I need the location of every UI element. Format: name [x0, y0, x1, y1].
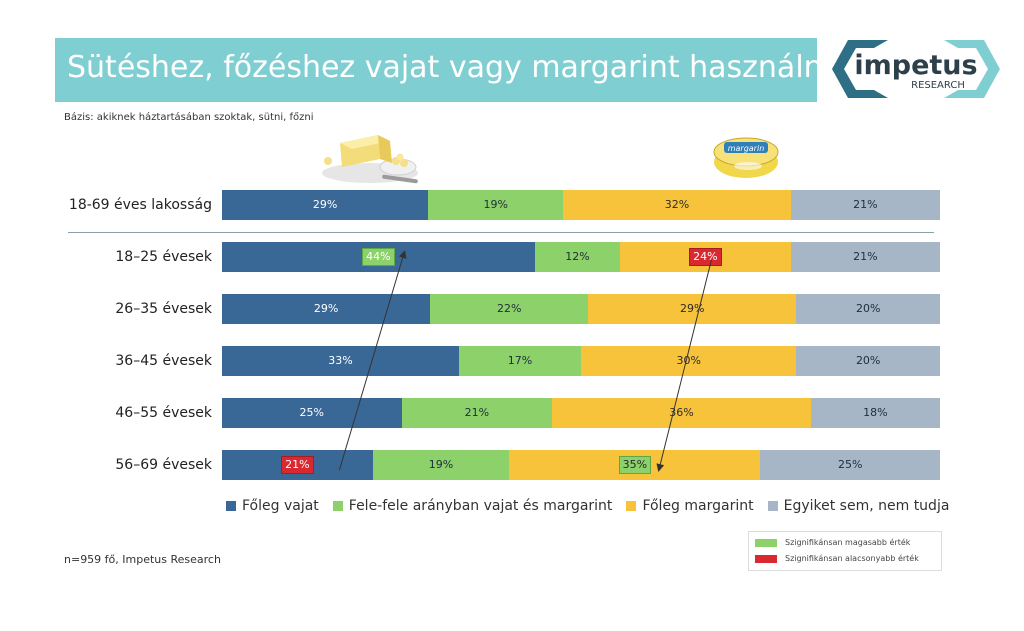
margarine-icon: margarin [713, 137, 779, 178]
trend-arrow [338, 250, 407, 471]
bar-segment: 25% [760, 450, 940, 480]
data-label: 29% [313, 302, 339, 315]
legend-swatch [767, 501, 778, 511]
row-label: 36–45 évesek [115, 353, 212, 369]
legend-label: Egyiket sem, nem tudja [783, 498, 950, 514]
bar-segment: 29% [222, 190, 429, 220]
data-label: 18% [863, 406, 888, 419]
legend-item: Főleg vajat [226, 498, 319, 514]
bar-segment: 25% [222, 398, 402, 428]
stacked-bar: 29% 22% 29% 20% [222, 294, 940, 324]
data-label: 17% [507, 354, 533, 367]
bar-segment: 36% [552, 398, 811, 428]
legend-swatch [226, 501, 236, 511]
data-label: 12% [565, 250, 590, 263]
data-label: 24% [689, 248, 722, 266]
data-label: 21% [281, 456, 314, 474]
sig-legend-high: Szignifikánsan magasabb érték [755, 538, 910, 547]
butter-icon [322, 135, 418, 184]
stacked-bar: 21% 19% 35% 25% [222, 450, 940, 480]
svg-text:impetus: impetus [854, 50, 977, 81]
bar-segment: 44% [222, 242, 535, 272]
bar-segment: 19% [372, 450, 510, 480]
data-label: 32% [664, 198, 690, 211]
bar-segment: 19% [428, 190, 564, 220]
sig-high-swatch [755, 538, 777, 547]
base-note: Bázis: akiknek háztartásában szoktak, sü… [64, 112, 314, 123]
bar-segment: 21% [401, 398, 553, 428]
legend-label: Főleg margarint [642, 498, 754, 514]
chart-divider [68, 232, 934, 233]
bar-segment: 21% [790, 190, 940, 220]
svg-text:margarin: margarin [728, 144, 765, 153]
data-label: 30% [676, 354, 701, 367]
svg-text:RESEARCH: RESEARCH [911, 80, 965, 91]
stacked-bar: 25% 21% 36% 18% [222, 398, 940, 428]
row-label: 56–69 évesek [115, 457, 212, 473]
significance-legend: Szignifikánsan magasabb érték Szignifiká… [748, 531, 942, 571]
bar-segment: 17% [458, 346, 581, 376]
trend-arrow [656, 259, 712, 472]
data-label: 25% [299, 406, 324, 419]
stacked-bar: 29% 19% 32% 21% [222, 190, 940, 220]
data-label: 21% [853, 250, 878, 263]
bar-segment: 32% [563, 190, 791, 220]
legend-swatch [626, 501, 637, 511]
legend-label: Fele-fele arányban vajat és margarint [348, 498, 613, 514]
title-bar: Sütéshez, főzéshez vajat vagy margarint … [55, 38, 874, 102]
data-label: 19% [483, 198, 508, 211]
bar-segment: 22% [430, 294, 589, 324]
data-label: 36% [669, 406, 694, 419]
data-label: 33% [328, 354, 353, 367]
data-label: 22% [496, 302, 522, 315]
legend-item: Főleg margarint [626, 498, 754, 514]
sig-legend-low: Szignifikánsan alacsonyabb érték [755, 554, 919, 563]
data-label: 21% [853, 198, 878, 211]
bar-segment: 18% [810, 398, 940, 428]
legend: Főleg vajat Fele-fele arányban vajat és m… [226, 498, 949, 514]
data-label: 44% [362, 248, 395, 266]
footnote: n=959 fő, Impetus Research [64, 553, 221, 566]
bar-segment: 24% [620, 242, 791, 272]
row-label: 46–55 évesek [115, 405, 212, 421]
legend-item: Fele-fele arányban vajat és margarint [332, 498, 613, 514]
row-label: 18–25 évesek [115, 249, 212, 265]
legend-swatch [332, 501, 343, 511]
bar-segment: 35% [509, 450, 761, 480]
data-label: 19% [428, 458, 454, 471]
bar-segment: 33% [222, 346, 459, 376]
data-label: 29% [312, 198, 338, 211]
sig-low-label: Szignifikánsan alacsonyabb érték [785, 554, 919, 563]
bar-segment: 20% [796, 346, 940, 376]
data-label: 35% [618, 456, 652, 474]
page-title: Sütéshez, főzéshez vajat vagy margarint … [67, 50, 875, 85]
data-label: 25% [837, 458, 863, 471]
bar-segment: 21% [222, 450, 373, 480]
stacked-bar: 44% 12% 24% 21% [222, 242, 940, 272]
bar-segment: 21% [790, 242, 940, 272]
bar-segment: 29% [222, 294, 431, 324]
row-label: 26–35 évesek [115, 301, 212, 317]
data-label: 20% [855, 354, 881, 367]
row-label: 18-69 éves lakosság [68, 197, 212, 213]
data-label: 20% [855, 302, 881, 315]
sig-low-swatch [755, 554, 777, 563]
legend-item: Egyiket sem, nem tudja [767, 498, 950, 514]
bar-segment: 12% [534, 242, 621, 272]
data-label: 21% [464, 406, 490, 419]
bar-segment: 20% [796, 294, 940, 324]
sig-high-label: Szignifikánsan magasabb érték [785, 538, 911, 547]
legend-label: Főleg vajat [242, 498, 319, 514]
impetus-logo: impetus RESEARCH [832, 40, 1000, 98]
